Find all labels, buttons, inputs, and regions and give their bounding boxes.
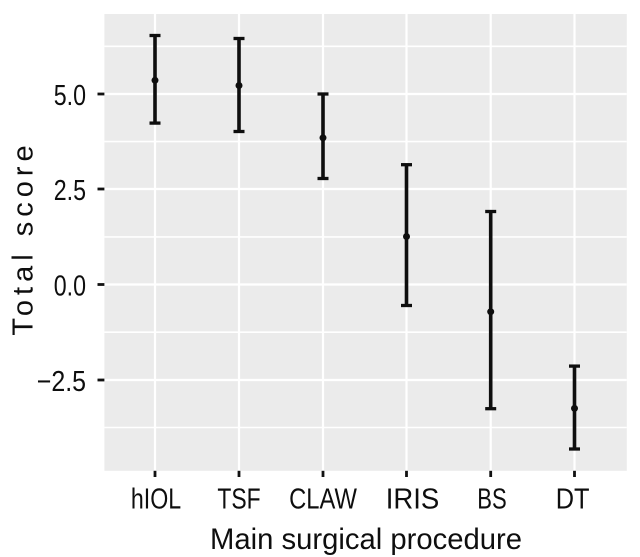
svg-text:hIOL: hIOL (131, 482, 181, 515)
svg-text:IRIS: IRIS (386, 482, 440, 515)
svg-text:BS: BS (477, 484, 506, 516)
svg-text:Main surgical procedure: Main surgical procedure (210, 523, 522, 556)
svg-text:CLAW: CLAW (289, 482, 357, 515)
svg-text:5.0: 5.0 (54, 79, 86, 112)
svg-text:−2.5: −2.5 (37, 365, 86, 397)
svg-text:TSF: TSF (217, 482, 260, 515)
svg-text:Total score: Total score (7, 140, 39, 335)
svg-text:2.5: 2.5 (54, 174, 86, 207)
svg-text:DT: DT (556, 482, 590, 515)
svg-text:0.0: 0.0 (54, 269, 86, 302)
